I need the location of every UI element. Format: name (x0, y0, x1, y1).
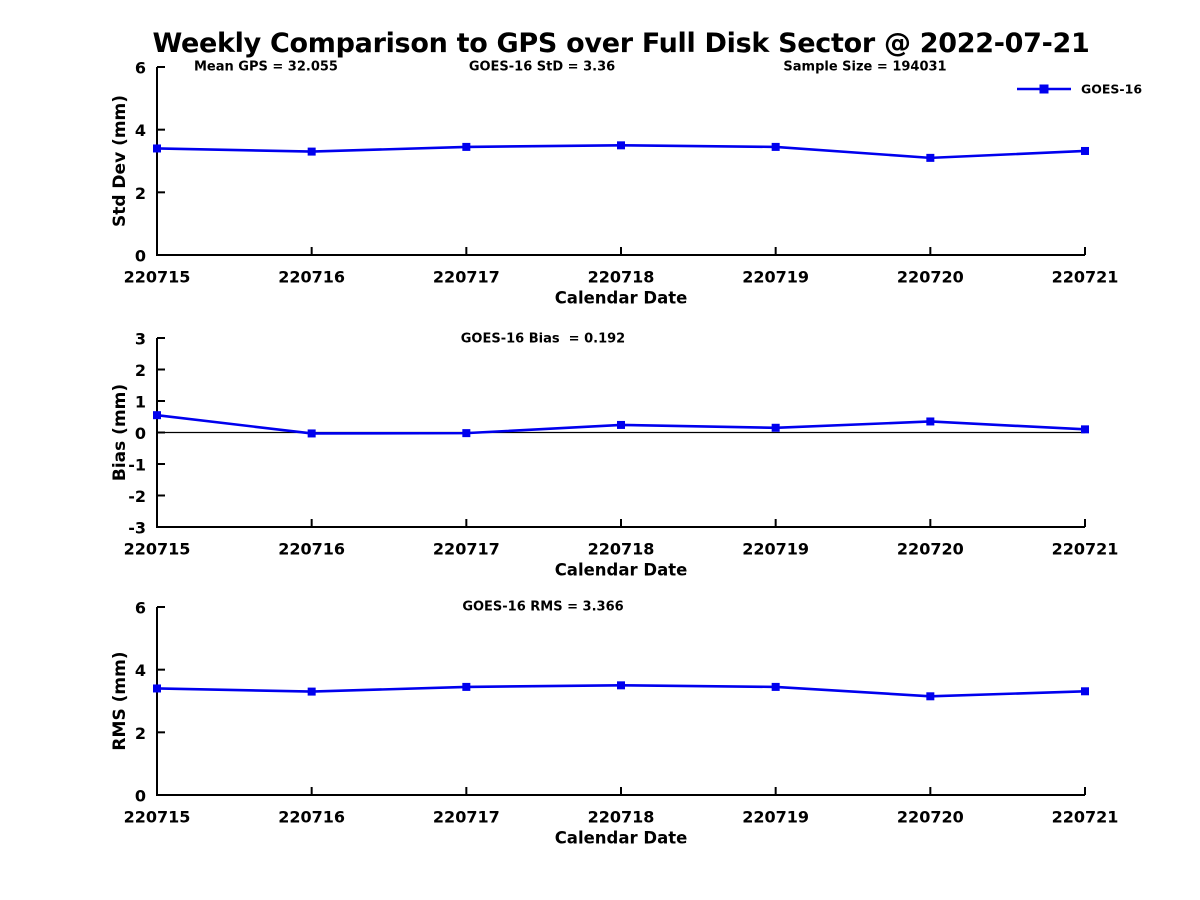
std-dev-x-tick-label: 220721 (1052, 268, 1119, 287)
rms-x-tick-label: 220718 (588, 808, 655, 827)
bias-y-tick-label: 3 (135, 330, 146, 349)
bias-y-tick-label: 2 (135, 361, 146, 380)
bias-marker (462, 429, 471, 438)
bias-y-tick-label: 0 (135, 424, 146, 443)
bias-marker (617, 420, 625, 429)
std-dev-axis (156, 67, 1085, 256)
std-dev-y-tick-label: 0 (135, 247, 146, 266)
figure-title: Weekly Comparison to GPS over Full Disk … (152, 28, 1090, 59)
legend: GOES-16 (1017, 82, 1142, 97)
std-dev-x-tick-label: 220715 (124, 268, 191, 287)
bias-y-tick-label: -3 (128, 519, 146, 538)
rms-y-tick-label: 6 (135, 599, 146, 618)
rms-axis (156, 607, 1085, 796)
rms-x-tick-label: 220721 (1052, 808, 1119, 827)
std-dev-y-tick-label: 6 (135, 59, 146, 78)
rms-marker (617, 681, 625, 690)
subplot-rms: 0 2 4 6 220715 220716 220717 220718 220719 220720… (110, 599, 1118, 848)
bias-x-tick-label: 220721 (1052, 540, 1119, 559)
bias-annotation: GOES-16 Bias = 0.192 (461, 332, 625, 347)
rms-x-tick-label: 220715 (124, 808, 191, 827)
rms-ylabel: RMS (mm) (110, 651, 130, 750)
bias-xlabel: Calendar Date (555, 561, 688, 580)
rms-marker (926, 692, 935, 701)
rms-y-tick-label: 4 (135, 661, 146, 680)
bias-x-tick-label: 220718 (588, 540, 655, 559)
rms-annotation: GOES-16 RMS = 3.366 (462, 600, 623, 615)
std-dev-marker (617, 141, 625, 150)
std-dev-ylabel: Std Dev (mm) (110, 95, 130, 227)
std-dev-marker (926, 153, 935, 162)
rms-marker (153, 684, 161, 693)
rms-marker (771, 682, 780, 691)
std-dev-annotation: GOES-16 StD = 3.36 (469, 60, 615, 75)
std-dev-marker (153, 144, 161, 153)
std-dev-marker (462, 142, 471, 151)
bias-marker (771, 423, 780, 432)
std-dev-marker (771, 142, 780, 151)
subplot-std-dev: 0 2 4 6 220715 220716 220717 220718 220719 220720… (110, 59, 1142, 308)
subplot-bias: -3 -2 -1 0 1 2 3 220715 220716 220717 220718 220719… (110, 330, 1118, 580)
bias-marker (926, 417, 935, 426)
bias-y-tick-label: -1 (128, 456, 146, 475)
bias-y-tick-label: -2 (128, 487, 146, 506)
bias-ylabel: Bias (mm) (110, 384, 130, 481)
std-dev-x-tick-label: 220716 (278, 268, 345, 287)
rms-y-tick-label: 2 (135, 724, 146, 743)
std-dev-annotation: Mean GPS = 32.055 (194, 60, 338, 75)
bias-x-tick-label: 220715 (124, 540, 191, 559)
std-dev-x-tick-label: 220718 (588, 268, 655, 287)
rms-marker (1081, 687, 1089, 696)
bias-x-tick-label: 220716 (278, 540, 345, 559)
bias-x-tick-label: 220720 (897, 540, 964, 559)
rms-marker (307, 687, 316, 696)
std-dev-x-tick-label: 220720 (897, 268, 964, 287)
rms-marker (462, 682, 471, 691)
bias-x-tick-label: 220717 (433, 540, 500, 559)
legend-label: GOES-16 (1081, 82, 1142, 97)
std-dev-xlabel: Calendar Date (555, 289, 688, 308)
rms-x-tick-label: 220716 (278, 808, 345, 827)
legend-marker (1039, 84, 1049, 94)
std-dev-marker (1081, 146, 1089, 155)
rms-x-tick-label: 220717 (433, 808, 500, 827)
rms-xlabel: Calendar Date (555, 829, 688, 848)
std-dev-y-tick-label: 2 (135, 184, 146, 203)
bias-marker (1081, 425, 1089, 434)
bias-marker (153, 411, 161, 420)
bias-y-tick-label: 1 (135, 393, 146, 412)
std-dev-x-tick-label: 220719 (742, 268, 809, 287)
rms-x-tick-label: 220719 (742, 808, 809, 827)
std-dev-x-tick-label: 220717 (433, 268, 500, 287)
bias-marker (307, 429, 316, 438)
std-dev-annotation: Sample Size = 194031 (783, 60, 946, 75)
rms-y-tick-label: 0 (135, 787, 146, 806)
std-dev-y-tick-label: 4 (135, 121, 146, 140)
bias-x-tick-label: 220719 (742, 540, 809, 559)
std-dev-marker (307, 147, 316, 156)
rms-x-tick-label: 220720 (897, 808, 964, 827)
